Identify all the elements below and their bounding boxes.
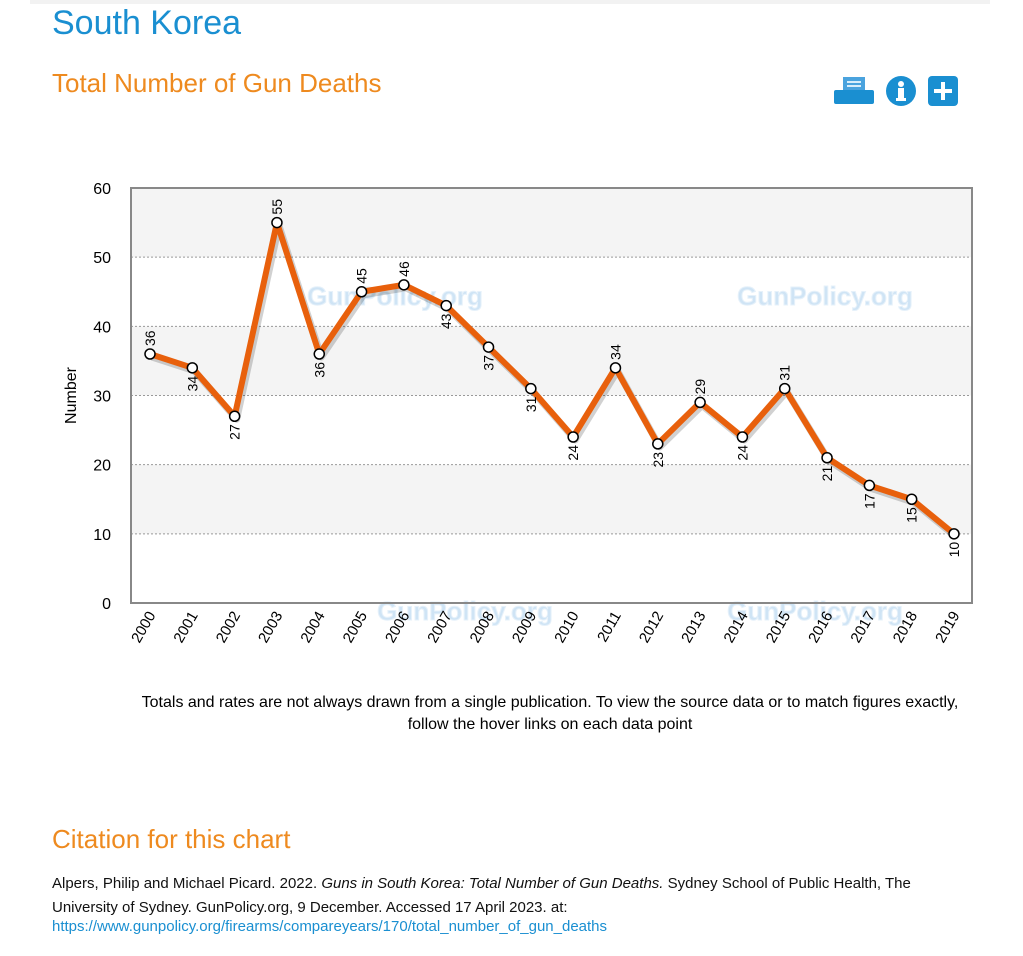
data-label: 43 — [438, 313, 454, 329]
data-point — [736, 431, 749, 443]
data-label: 31 — [523, 396, 539, 412]
y-tick-label: 40 — [93, 319, 111, 336]
watermark: GunPolicy.org — [307, 281, 483, 311]
data-label: 17 — [861, 493, 877, 509]
info-icon[interactable] — [885, 75, 917, 112]
series-line — [149, 219, 956, 537]
y-axis-label: Number — [63, 366, 80, 424]
data-point — [567, 431, 579, 443]
data-point — [186, 362, 199, 374]
x-tick-label: 2019 — [932, 609, 963, 646]
y-tick-label: 20 — [93, 458, 111, 475]
x-tick-label: 2003 — [255, 609, 286, 646]
plus-icon[interactable] — [927, 75, 959, 112]
data-label: 27 — [227, 424, 243, 440]
data-label: 55 — [269, 199, 285, 215]
data-label: 46 — [396, 261, 412, 277]
data-point — [652, 438, 664, 450]
grid-band — [131, 464, 972, 534]
line-chart: 0 10 20 30 40 50 60 GunPolicy.org GunPolicy.org G… — [63, 181, 973, 646]
x-tick-label: 2001 — [170, 609, 201, 646]
watermark: GunPolicy.org — [727, 596, 903, 626]
data-label: 29 — [692, 379, 708, 395]
chart-note: Totals and rates are not always drawn fr… — [141, 694, 959, 733]
data-point — [863, 479, 876, 492]
data-label: 34 — [184, 376, 200, 392]
watermark: GunPolicy.org — [737, 281, 913, 311]
y-tick-label: 60 — [93, 181, 111, 198]
citation-rest: Sydney School of Public Health, The Univ… — [52, 875, 911, 916]
x-tick-label: 2005 — [340, 609, 371, 646]
grid-band — [131, 326, 972, 396]
data-label: 24 — [565, 445, 581, 461]
data-point — [313, 348, 326, 360]
data-label: 24 — [734, 445, 750, 461]
data-label: 21 — [819, 466, 835, 482]
printer-icon[interactable] — [833, 76, 875, 111]
data-point — [482, 341, 495, 353]
grid-band — [131, 188, 972, 258]
data-label: 36 — [311, 362, 327, 378]
y-tick-label: 30 — [93, 389, 111, 406]
data-point — [355, 286, 368, 298]
data-point — [609, 362, 622, 374]
data-point — [525, 382, 537, 395]
x-tick-label: 2013 — [678, 609, 709, 646]
x-tick-label: 2012 — [636, 609, 667, 646]
data-label: 37 — [481, 355, 497, 371]
data-point — [228, 410, 241, 422]
data-point — [778, 382, 791, 395]
plot-border — [130, 187, 973, 604]
data-point — [821, 452, 833, 464]
citation-link[interactable]: https://www.gunpolicy.org/firearms/compa… — [52, 918, 608, 935]
y-tick-label: 0 — [102, 596, 111, 613]
watermark: GunPolicy.org — [377, 596, 553, 626]
country-title: South Korea — [52, 4, 242, 42]
top-bar — [30, 0, 990, 4]
chart-title: Total Number of Gun Deaths — [52, 68, 382, 98]
x-tick-label: 2002 — [213, 609, 244, 646]
citation-title: Guns in South Korea: Total Number of Gun… — [321, 875, 664, 892]
citation-heading: Citation for this chart — [52, 824, 291, 854]
data-point — [440, 299, 452, 312]
y-tick-label: 50 — [93, 250, 111, 267]
data-point — [694, 396, 706, 409]
x-tick-label: 2004 — [297, 609, 328, 646]
data-point — [398, 279, 410, 291]
data-label: 45 — [354, 268, 370, 284]
data-label: 15 — [904, 507, 920, 523]
data-label: 23 — [650, 452, 666, 468]
data-label: 31 — [777, 365, 793, 381]
data-point — [905, 493, 918, 505]
citation-text: Alpers, Philip and Michael Picard. 2022.… — [52, 872, 972, 934]
x-tick-label: 2010 — [551, 609, 582, 646]
data-label: 34 — [607, 344, 623, 360]
y-tick-label: 10 — [93, 527, 111, 544]
x-tick-label: 2011 — [594, 609, 625, 645]
data-label: 36 — [142, 330, 158, 346]
x-tick-label: 2000 — [128, 609, 159, 646]
data-point — [271, 216, 283, 229]
data-label: 10 — [946, 542, 962, 558]
data-point — [144, 348, 156, 360]
data-point — [948, 528, 960, 540]
citation-authors: Alpers, Philip and Michael Picard. 2022. — [52, 875, 322, 892]
